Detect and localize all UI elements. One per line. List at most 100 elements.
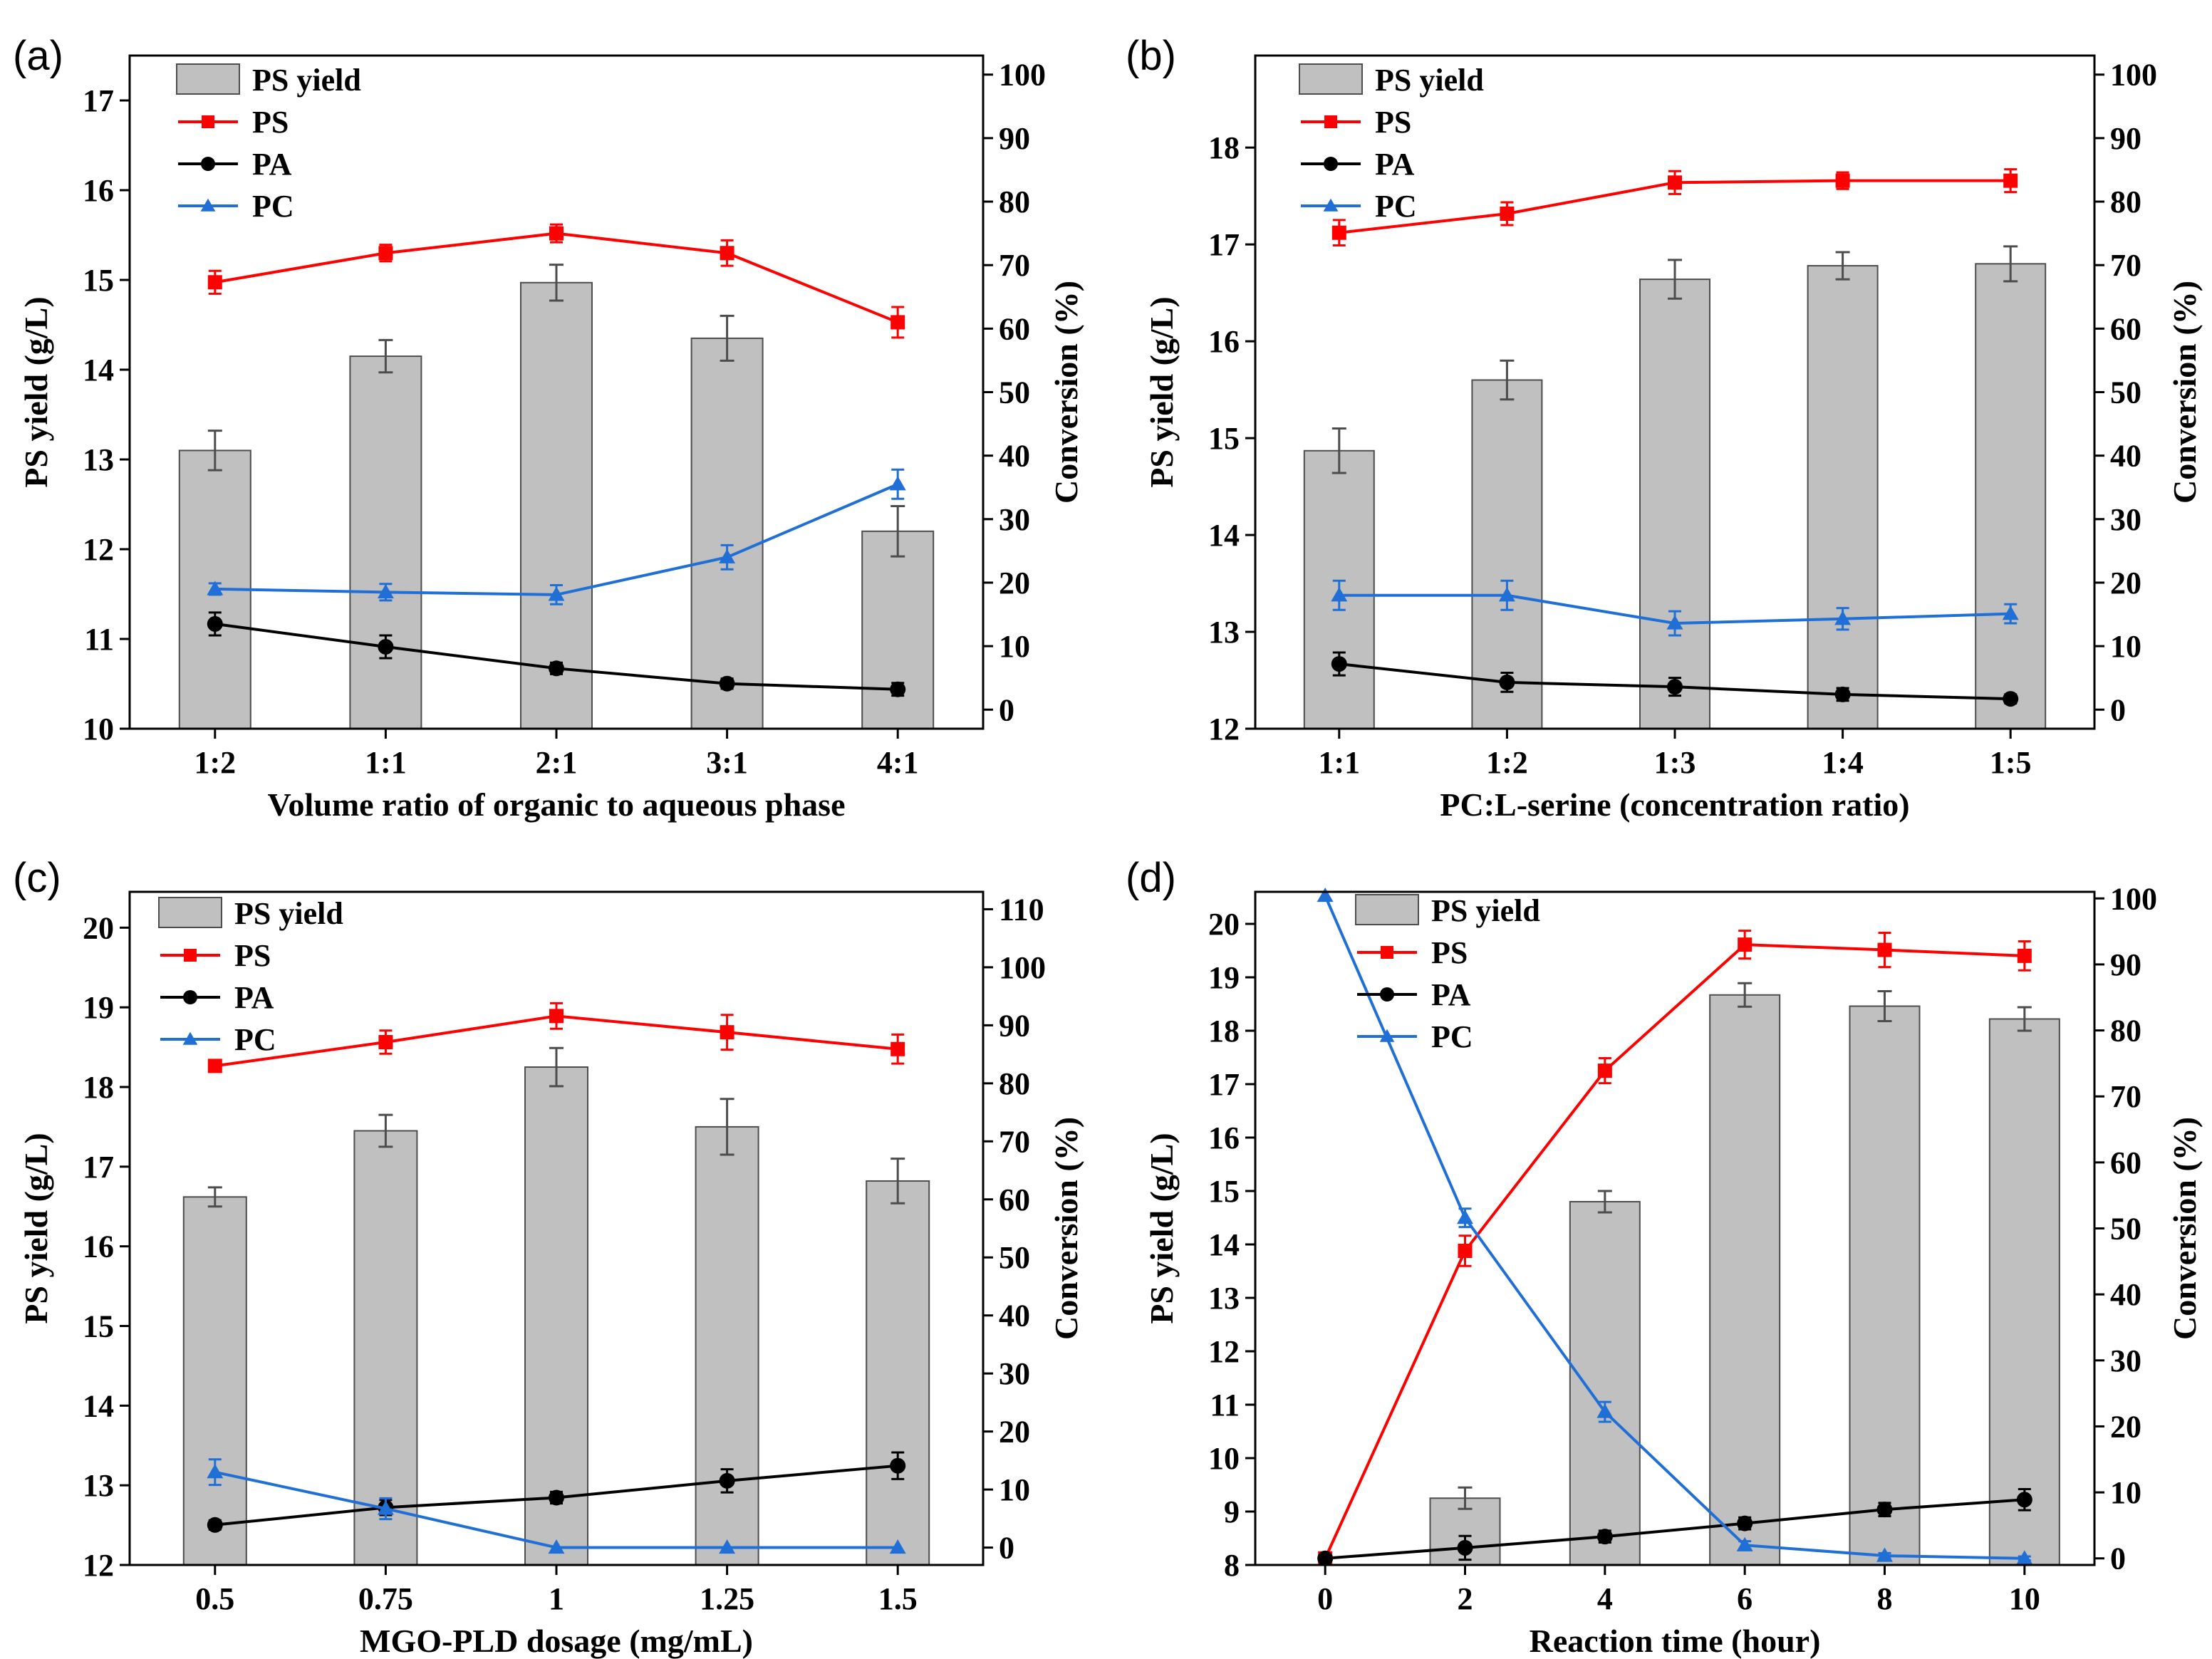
- left-axis-tick-label: 10: [83, 712, 114, 747]
- left-axis-tick-label: 18: [1208, 130, 1240, 165]
- bar-error-bar: [549, 264, 564, 302]
- series-point-pc: [548, 586, 565, 601]
- series-point-ps: [378, 1034, 393, 1049]
- right-axis-tick-label: 10: [2110, 1475, 2141, 1510]
- series-point-pc: [1736, 1536, 1753, 1551]
- series-point-pa: [1834, 686, 1851, 702]
- right-axis-tick-label: 70: [999, 248, 1030, 283]
- legend-marker-pc: [1379, 1029, 1395, 1042]
- bar-ps-yield: [520, 281, 593, 729]
- series-line-pa: [1325, 1498, 2025, 1560]
- legend-label: PS: [252, 105, 289, 140]
- right-axis-tick-label: 60: [999, 311, 1030, 346]
- bar-ps-yield: [690, 337, 764, 729]
- right-axis-tick-label: 20: [999, 566, 1030, 600]
- right-axis-tick-label: 90: [2110, 121, 2141, 156]
- legend-marker-pa: [1324, 157, 1338, 171]
- left-axis-tick-label: 17: [83, 1150, 114, 1185]
- panel-label: (a): [13, 33, 63, 79]
- left-axis-title: PS yield (g/L): [18, 296, 54, 487]
- series-point-pc: [719, 1539, 736, 1554]
- series-point-pc: [1317, 888, 1334, 903]
- left-axis-tick-label: 20: [83, 910, 114, 945]
- x-axis-tick-label: 0: [1317, 1581, 1333, 1616]
- series-point-pc: [1834, 610, 1852, 625]
- series-point-pa: [1876, 1502, 1893, 1518]
- series-point-pc: [548, 1539, 565, 1554]
- bar-error-bar: [1597, 1190, 1612, 1214]
- right-axis-tick-label: 10: [2110, 629, 2141, 664]
- bar-error-bar: [1331, 427, 1346, 474]
- series-point-ps: [1877, 942, 1892, 957]
- bar-error-bar: [207, 1186, 222, 1208]
- x-axis-tick-label: 1:1: [1318, 745, 1360, 780]
- bar-error-bar: [1458, 1486, 1473, 1510]
- right-axis-tick-label: 0: [999, 1531, 1014, 1566]
- legend-marker-pa: [183, 990, 197, 1004]
- series-point-ps: [1738, 937, 1753, 952]
- legend-label: PC: [234, 1022, 276, 1057]
- left-axis-tick-label: 13: [1208, 1281, 1240, 1316]
- bar-error-bar: [1835, 251, 1850, 281]
- legend-label: PS yield: [234, 896, 343, 931]
- left-axis-tick-label: 13: [83, 1468, 114, 1503]
- series-point-pc: [1596, 1403, 1614, 1418]
- series-point-ps: [890, 315, 905, 330]
- right-axis-tick-label: 80: [2110, 184, 2141, 219]
- series-point-ps: [1597, 1063, 1612, 1078]
- left-axis-tick-label: 13: [1208, 615, 1240, 650]
- left-axis-tick-label: 11: [1210, 1388, 1240, 1423]
- series-point-ps: [1331, 225, 1346, 240]
- bar-ps-yield: [1471, 379, 1543, 729]
- x-axis-tick-label: 1:2: [194, 745, 236, 780]
- series-point-pa: [549, 1489, 564, 1506]
- x-axis-tick-label: 2:1: [536, 745, 578, 780]
- legend-label: PC: [1375, 189, 1417, 224]
- series-point-ps: [2017, 948, 2032, 963]
- left-axis-tick-label: 17: [83, 83, 114, 118]
- left-axis-tick-label: 14: [1208, 518, 1240, 553]
- right-axis-tick-label: 60: [2110, 311, 2141, 346]
- legend-label: PC: [252, 189, 294, 224]
- left-axis-tick-label: 17: [1208, 1067, 1240, 1102]
- series-point-pa: [207, 1517, 223, 1533]
- right-axis-tick-label: 40: [999, 439, 1030, 474]
- right-axis-tick-label: 0: [2110, 692, 2126, 727]
- panel-label: (c): [13, 855, 61, 901]
- series-point-ps: [1668, 175, 1682, 190]
- right-axis-tick-label: 20: [2110, 1409, 2141, 1444]
- series-point-pc: [1331, 587, 1348, 602]
- left-axis-tick-label: 19: [83, 990, 114, 1025]
- left-axis-tick-label: 14: [1208, 1227, 1240, 1262]
- x-axis-tick-label: 0.75: [358, 1581, 413, 1616]
- legend-label: PS yield: [1431, 893, 1540, 928]
- series-point-pc: [1457, 1210, 1473, 1224]
- series-line-ps: [1324, 943, 2025, 1559]
- left-axis-tick-label: 15: [83, 263, 114, 298]
- right-axis-tick-label: 50: [999, 375, 1030, 410]
- left-axis-tick-label: 8: [1224, 1548, 1240, 1583]
- bar-ps-yield: [1849, 1005, 1921, 1566]
- series-point-pc: [2002, 605, 2019, 620]
- left-axis-tick-label: 18: [1208, 1014, 1240, 1049]
- series-point-ps: [207, 1059, 222, 1073]
- series-point-pa: [549, 660, 564, 677]
- bar-ps-yield: [182, 1196, 247, 1566]
- series-point-pc: [1666, 615, 1683, 630]
- series-point-pc: [377, 583, 394, 598]
- right-axis-tick-label: 80: [2110, 1014, 2141, 1049]
- x-axis-tick-label: 1:3: [1654, 745, 1696, 780]
- series-point-pa: [2016, 1492, 2032, 1508]
- bar-error-bar: [1738, 982, 1753, 1008]
- series-point-ps: [720, 246, 734, 261]
- right-axis-tick-label: 70: [2110, 248, 2141, 283]
- legend-label: PA: [1375, 147, 1415, 182]
- right-axis-tick-label: 100: [2110, 881, 2157, 916]
- left-axis-tick-label: 16: [1208, 1120, 1240, 1155]
- series-point-pc: [207, 1464, 224, 1479]
- legend-label: PC: [1431, 1019, 1473, 1054]
- series-point-pa: [1667, 679, 1683, 695]
- right-axis-tick-label: 50: [2110, 375, 2141, 410]
- right-axis-tick-label: 50: [999, 1240, 1030, 1275]
- bar-ps-yield: [1639, 279, 1710, 730]
